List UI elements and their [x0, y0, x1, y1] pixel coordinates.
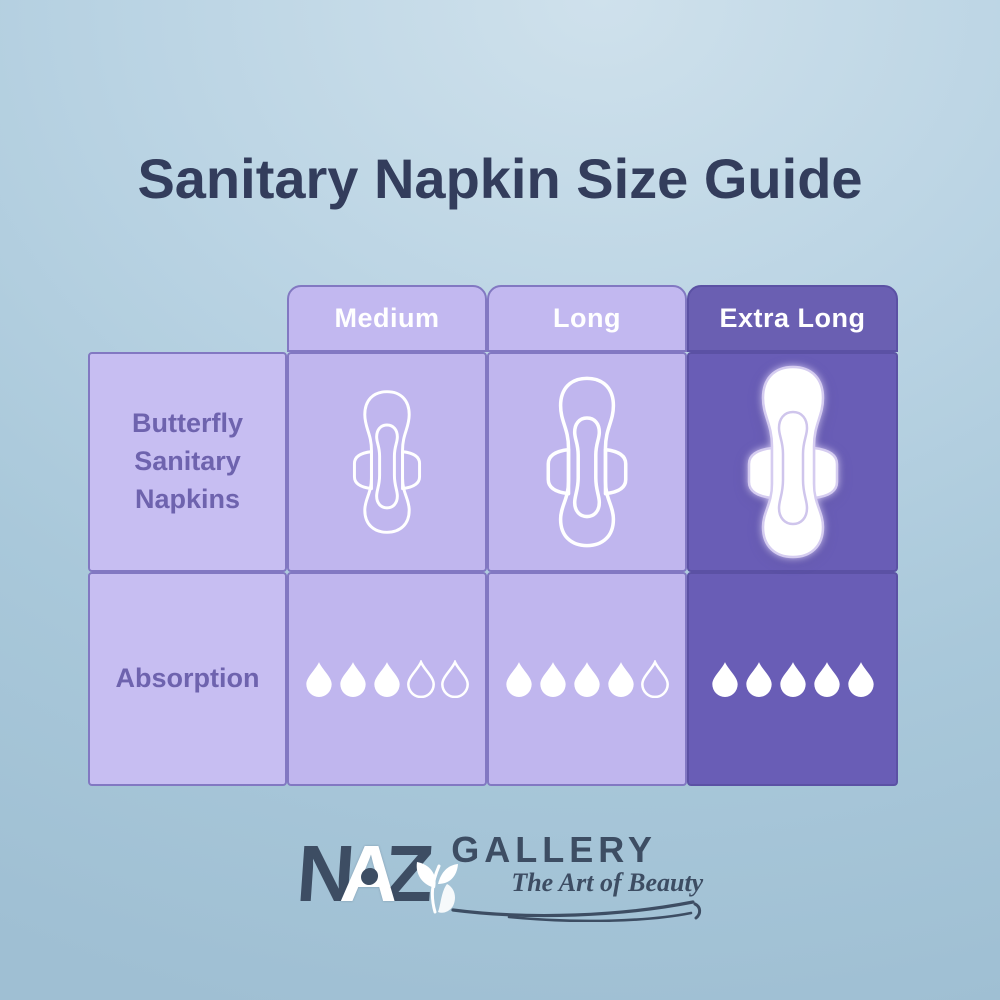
absorption-drops-extra-long — [708, 660, 878, 698]
column-header-extra-long: Extra Long — [687, 285, 898, 352]
drop-filled-icon — [306, 662, 332, 697]
napkin-cell-extra-long — [687, 352, 898, 572]
drop-filled-icon — [574, 662, 600, 697]
swoosh-underline-icon — [451, 900, 702, 922]
napkin-illustration-extra-long-icon — [747, 365, 838, 559]
column-header-medium: Medium — [287, 285, 487, 352]
brand-logo: N A Z GALLERY The Art of Beauty — [0, 826, 1000, 922]
column-header-long: Long — [487, 285, 687, 352]
gallery-text-block: GALLERY The Art of Beauty — [451, 826, 703, 922]
table-corner-spacer — [88, 285, 287, 352]
drop-filled-icon — [608, 662, 634, 697]
absorption-cell-long — [487, 572, 687, 786]
row-label-napkins: Butterfly Sanitary Napkins — [88, 352, 287, 572]
absorption-drops-medium — [302, 660, 472, 698]
logo-tagline: The Art of Beauty — [511, 868, 704, 897]
drop-empty-icon — [407, 660, 435, 698]
napkin-cell-long — [487, 352, 687, 572]
drop-filled-icon — [340, 662, 366, 697]
leaf-and-face-icon — [416, 862, 459, 914]
absorption-drops-long — [502, 660, 672, 698]
page-title: Sanitary Napkin Size Guide — [137, 147, 863, 210]
absorption-cell-medium — [287, 572, 487, 786]
napkin-cell-medium — [287, 352, 487, 572]
row-label-absorption: Absorption — [88, 572, 287, 786]
napkin-illustration-long-icon — [546, 376, 628, 548]
napkin-illustration-medium-icon — [352, 390, 422, 534]
drop-filled-icon — [745, 662, 772, 697]
drop-filled-icon — [813, 662, 840, 697]
drop-empty-icon — [641, 660, 669, 698]
drop-filled-icon — [540, 662, 566, 697]
drop-filled-icon — [506, 662, 532, 697]
drop-empty-icon — [441, 660, 469, 698]
drop-filled-icon — [847, 662, 874, 697]
gallery-name: GALLERY — [451, 829, 657, 870]
absorption-cell-extra-long — [687, 572, 898, 786]
drop-filled-icon — [779, 662, 806, 697]
size-guide-table: Medium Long Extra Long Butterfly Sanitar… — [88, 285, 898, 786]
drop-filled-icon — [374, 662, 400, 697]
drop-filled-icon — [711, 662, 738, 697]
